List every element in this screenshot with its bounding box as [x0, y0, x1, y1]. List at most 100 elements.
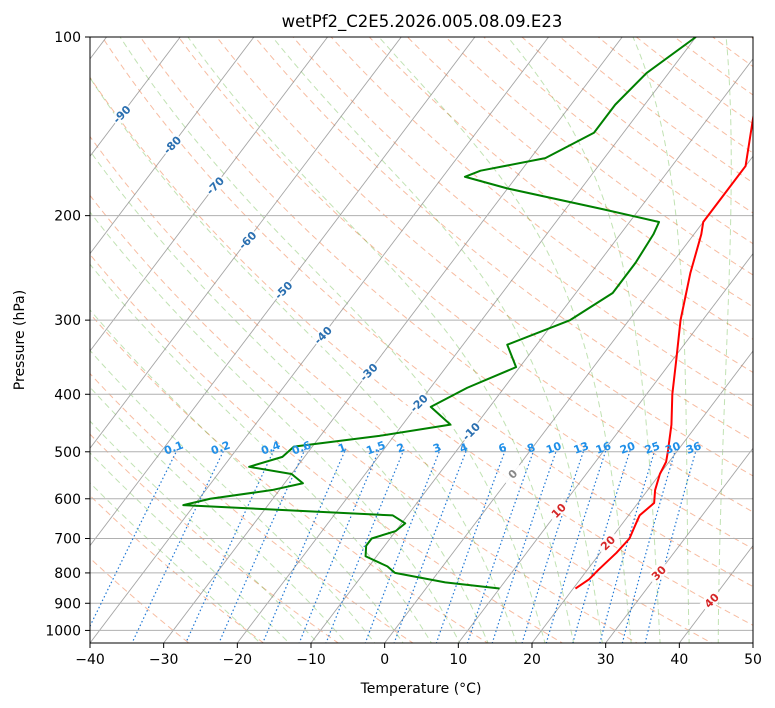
mixing-ratio-label: 0.2	[209, 439, 232, 458]
isotherm-line	[605, 447, 753, 643]
x-tick-label: −30	[149, 652, 179, 668]
mixing-ratio-line	[131, 448, 226, 643]
dry-adiabat	[368, 37, 753, 340]
isotherm-label-bg	[546, 498, 571, 523]
moist-adiabat	[90, 309, 404, 643]
isoline-labels: 0.1 0.2 0.4 0.6 1 1.5 2 3 4 6 8 10 13 16 20 25 30 36 -100 -…	[52, 76, 724, 613]
x-tick-label: 20	[523, 652, 541, 668]
y-tick-label: 200	[54, 209, 81, 225]
mixing-ratio-line	[364, 448, 441, 643]
x-axis-label: Temperature (°C)	[360, 681, 482, 697]
mixing-ratio-label: 1	[336, 441, 348, 456]
mixing-ratio-line	[621, 448, 677, 643]
plot-frame	[89, 36, 754, 644]
dry-adiabat	[330, 37, 753, 374]
mixing-ratio-label: 10	[544, 439, 563, 457]
mixing-ratio-line	[393, 448, 468, 643]
mixing-ratio-label: 16	[594, 439, 613, 457]
moist-adiabat	[717, 37, 732, 643]
dry-adiabat	[254, 37, 753, 442]
isotherm-label: -50	[272, 279, 295, 302]
dry-adiabat	[90, 76, 753, 626]
dry-adiabat	[711, 37, 753, 68]
dewpoint-profile	[182, 37, 697, 590]
isotherm-line	[90, 37, 476, 547]
mixing-ratio-label: 0.4	[259, 439, 282, 458]
isotherm-label-bg	[54, 78, 78, 102]
isotherm-line	[678, 544, 753, 643]
moist-adiabat	[90, 452, 290, 643]
isotherm-label: -10	[460, 420, 483, 443]
dry-adiabat	[90, 313, 489, 643]
mixing-ratio-line	[491, 448, 558, 643]
isotherm-line	[163, 37, 623, 643]
isotherm-label-bg	[459, 419, 484, 444]
y-tick-label: 900	[54, 596, 81, 612]
mixing-ratio-label: 6	[497, 441, 509, 456]
isotherm-label-bg	[235, 228, 260, 253]
moist-adiabat	[272, 37, 603, 643]
y-tick-label: 400	[54, 387, 81, 403]
isotherm-label-bg	[109, 102, 134, 127]
mixing-ratio-label: 0.6	[290, 439, 313, 458]
isotherm-label-bg	[271, 278, 296, 303]
moist-adiabat	[632, 37, 690, 643]
moist-adiabat	[507, 37, 661, 643]
isotherm-line	[310, 58, 753, 643]
y-axis-label: Pressure (hPa)	[12, 290, 28, 390]
isotherm-line	[90, 37, 181, 157]
mixing-ratio-label: 4	[458, 441, 470, 456]
mixing-ratio-label: 0.1	[162, 439, 185, 458]
moist-adiabat	[90, 349, 376, 643]
moist-adiabat	[90, 482, 261, 643]
dry-adiabat	[90, 372, 414, 643]
y-tick-label: 100	[54, 30, 81, 46]
y-tick-label: 700	[54, 532, 81, 548]
x-tick-label: 40	[670, 652, 688, 668]
isotherm-label: -20	[408, 392, 431, 415]
y-tick-label: 500	[54, 445, 81, 461]
x-tick-label: −10	[296, 652, 326, 668]
isotherm-label: -70	[204, 174, 227, 197]
isotherm-line	[531, 350, 753, 643]
mixing-ratio-label: 25	[643, 439, 662, 456]
isotherm-line	[457, 252, 753, 643]
x-tick-label: 50	[744, 652, 762, 668]
moist-adiabat	[90, 76, 517, 643]
mixing-ratio-line	[466, 448, 535, 643]
mixing-ratio-line	[644, 448, 698, 643]
isotherm-line	[752, 642, 753, 643]
dry-adiabat	[90, 557, 190, 643]
dry-adiabat	[216, 37, 753, 477]
isotherm-label-bg	[310, 323, 335, 348]
isotherm-line	[90, 37, 329, 352]
mixing-ratio-label: 36	[684, 439, 703, 457]
isotherm-line	[384, 155, 753, 643]
dry-adiabat	[90, 433, 340, 643]
dry-adiabat	[177, 37, 753, 513]
dry-adiabat	[90, 194, 639, 643]
dry-adiabat	[90, 494, 265, 643]
isotherm-line	[236, 37, 697, 643]
isotherm-label-bg	[406, 391, 431, 416]
dry-adiabat	[521, 37, 753, 214]
x-tick-label: 10	[449, 652, 467, 668]
isotherm-label-bg	[699, 588, 724, 613]
isotherm-label-bg	[203, 173, 228, 198]
mixing-ratio-label: 30	[663, 439, 682, 457]
x-tick-label: −20	[223, 652, 253, 668]
mixing-ratio-line	[521, 448, 585, 643]
isotherm-label: -100	[52, 76, 81, 105]
chart-title: wetPf2_C2E5.2026.005.08.09.E23	[282, 12, 563, 32]
mixing-ratio-label: 20	[618, 439, 637, 457]
x-tick-label: 0	[380, 652, 389, 668]
mixing-ratio-line	[262, 448, 347, 643]
x-tick-label: −40	[75, 652, 105, 668]
y-tick-label: 600	[54, 492, 81, 508]
y-tick-label: 1000	[45, 623, 81, 639]
dry-adiabat	[559, 37, 753, 184]
mixing-ratio-label: 3	[431, 441, 443, 456]
isotherm-line	[90, 37, 255, 255]
mixing-ratio-line	[435, 448, 507, 643]
